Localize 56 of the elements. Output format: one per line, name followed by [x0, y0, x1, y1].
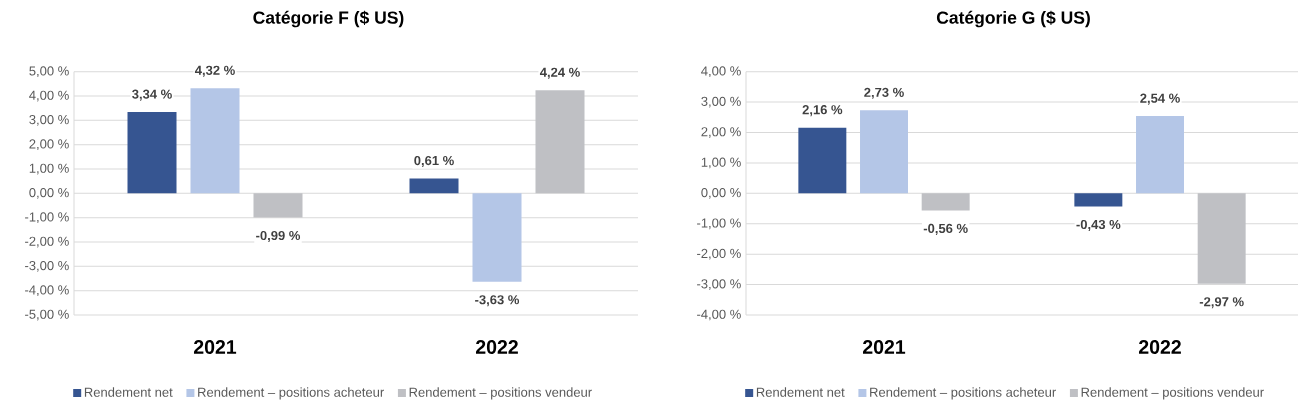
y-tick-label: 2,00 % — [701, 127, 741, 138]
x-tick-label: 2021 — [193, 340, 237, 354]
x-tick-label: 2021 — [862, 340, 906, 354]
bar — [1074, 193, 1123, 207]
data-label: 0,61 % — [414, 155, 454, 168]
y-tick-label: 2,00 % — [29, 139, 69, 151]
data-label: 2,73 % — [864, 87, 904, 99]
data-label: 3,34 % — [132, 89, 172, 101]
y-tick-label: 4,00 % — [701, 66, 741, 78]
bar — [1197, 193, 1246, 284]
data-label: -0,43 % — [1076, 219, 1121, 231]
y-tick-label: -4,00 % — [697, 309, 741, 321]
y-tick-label: 0,00 % — [29, 187, 69, 199]
y-tick-label: 1,00 % — [701, 157, 741, 169]
chart-title: Catégorie F ($ US) — [253, 10, 404, 28]
y-tick-label: 0,00 % — [701, 187, 741, 199]
data-label: -3,63 % — [475, 295, 520, 307]
bar — [190, 88, 240, 194]
bar — [472, 193, 522, 282]
bar — [860, 110, 908, 194]
y-tick-label: 5,00 % — [29, 66, 69, 78]
y-tick-label: -2,00 % — [25, 236, 69, 248]
y-tick-label: -3,00 % — [697, 279, 741, 290]
data-label: -0,99 % — [256, 230, 301, 242]
bar — [127, 112, 177, 194]
y-tick-label: -2,00 % — [697, 248, 741, 260]
legend-label: Rendement – positions acheteur — [870, 387, 1056, 400]
data-label: -2,97 % — [1199, 297, 1244, 309]
y-tick-label: -3,00 % — [25, 260, 69, 272]
y-tick-label: -4,00 % — [25, 285, 69, 297]
y-tick-label: -1,00 % — [25, 212, 69, 224]
bar — [253, 193, 303, 218]
legend-label: Rendement net — [756, 387, 845, 397]
y-tick-label: 3,00 % — [29, 114, 69, 126]
data-label: 2,54 % — [1140, 93, 1180, 105]
legend-label: Rendement – positions acheteur — [198, 387, 385, 400]
y-tick-label: 4,00 % — [29, 90, 69, 102]
bar — [798, 127, 847, 194]
chart-title: Catégorie G ($ US) — [936, 10, 1090, 28]
y-tick-label: -1,00 % — [697, 218, 741, 230]
y-tick-label: -5,00 % — [25, 309, 69, 321]
legend-label: Rendement – positions vendeur — [409, 387, 592, 400]
y-tick-label: 3,00 % — [701, 96, 741, 108]
data-label: -0,56 % — [923, 223, 968, 235]
data-label: 4,32 % — [194, 65, 235, 77]
legend-label: Rendement – positions vendeur — [1081, 387, 1264, 400]
legend-label: Rendement net — [84, 387, 173, 397]
data-label: 4,24 % — [539, 67, 580, 79]
bar — [921, 193, 970, 211]
x-tick-label: 2022 — [475, 340, 518, 354]
bar — [1136, 116, 1184, 194]
data-label: 2,16 % — [802, 105, 843, 117]
x-tick-label: 2022 — [1138, 340, 1181, 354]
bar — [535, 90, 585, 194]
bar — [409, 178, 459, 194]
y-tick-label: 1,00 % — [29, 163, 69, 175]
